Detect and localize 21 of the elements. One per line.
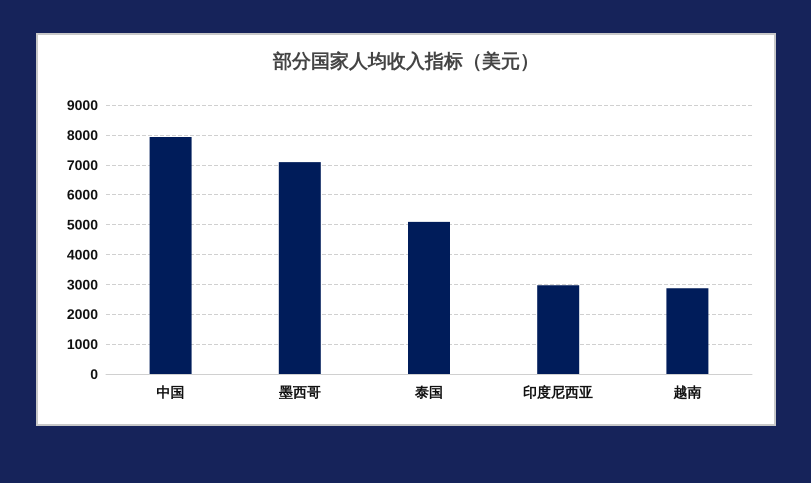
y-tick-label: 0 (90, 366, 98, 382)
bar (150, 136, 192, 374)
bar (408, 222, 450, 374)
y-tick-label: 4000 (66, 246, 98, 262)
y-tick-label: 2000 (66, 306, 98, 322)
bar (537, 285, 580, 374)
x-tick-label: 泰国 (414, 385, 443, 401)
y-tick-label: 1000 (66, 336, 98, 352)
bar (278, 162, 321, 374)
y-tick-label: 9000 (66, 97, 98, 113)
y-tick-label: 7000 (66, 156, 98, 173)
y-tick-label: 6000 (66, 186, 98, 203)
bar (666, 288, 708, 374)
y-tick-label: 5000 (66, 216, 98, 233)
y-tick-label: 3000 (66, 276, 98, 292)
x-tick-label: 中国 (156, 385, 185, 401)
x-tick-label: 越南 (672, 385, 702, 401)
x-tick-label: 印度尼西亚 (523, 384, 594, 401)
x-tick-label: 墨西哥 (278, 385, 321, 401)
chart-title: 部分国家人均收入指标（美元） (272, 50, 539, 72)
y-tick-label: 8000 (66, 126, 98, 143)
